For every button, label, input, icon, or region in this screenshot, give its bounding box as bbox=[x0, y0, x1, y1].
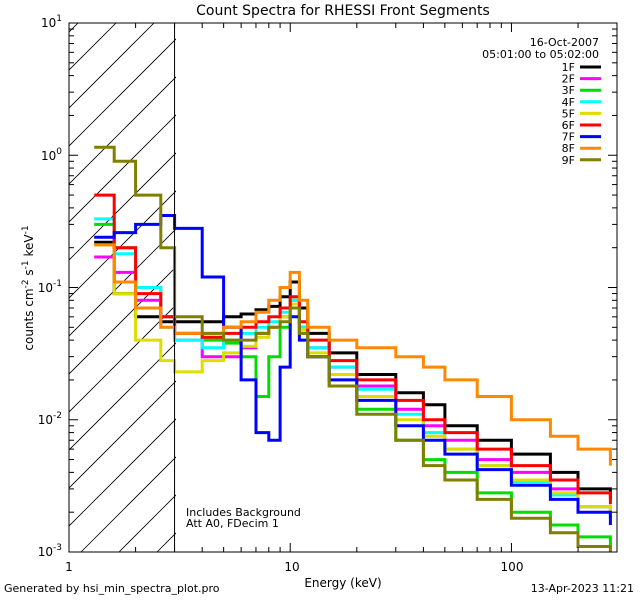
y-tick-label-1e1: 101 bbox=[41, 14, 62, 30]
series-line-5f bbox=[94, 243, 612, 519]
annotation-attenuator: Att A0, FDecim 1 bbox=[186, 517, 279, 530]
x-axis-label: Energy (keV) bbox=[304, 576, 381, 590]
chart-title: Count Spectra for RHESSI Front Segments bbox=[196, 3, 490, 19]
footer-timestamp: 13-Apr-2023 11:21 bbox=[530, 582, 634, 595]
y-tick-label-1e0: 100 bbox=[41, 147, 62, 163]
time-range-label: 05:01:00 to 05:02:00 bbox=[482, 48, 599, 61]
legend-label-9f: 9F bbox=[562, 154, 575, 167]
legend-label-6f: 6F bbox=[562, 119, 575, 132]
legend-label-5f: 5F bbox=[562, 107, 575, 120]
legend-label-3f: 3F bbox=[562, 84, 575, 97]
series-line-8f bbox=[94, 243, 612, 466]
y-tick-label-1e-1: 10-1 bbox=[38, 279, 62, 295]
x-tick-label-1: 1 bbox=[65, 560, 73, 574]
footer-generated-by: Generated by hsi_min_spectra_plot.pro bbox=[4, 582, 220, 595]
legend-label-8f: 8F bbox=[562, 142, 575, 155]
x-tick-label-100: 100 bbox=[501, 560, 524, 574]
hatched-region bbox=[69, 23, 176, 552]
legend-label-1f: 1F bbox=[562, 61, 575, 74]
y-tick-label-1e-2: 10-2 bbox=[38, 411, 62, 427]
series-line-6f bbox=[94, 193, 612, 505]
x-tick-label-10: 10 bbox=[284, 560, 299, 574]
legend-label-2f: 2F bbox=[562, 73, 575, 86]
date-label: 16-Oct-2007 bbox=[530, 36, 599, 49]
annotation-background: Includes Background bbox=[186, 506, 301, 519]
legend-label-4f: 4F bbox=[562, 96, 575, 109]
y-tick-label-1e-3: 10-3 bbox=[38, 543, 62, 559]
legend-label-7f: 7F bbox=[562, 131, 575, 144]
y-axis-label: counts cm-2 s-1 keV-1 bbox=[21, 225, 36, 350]
